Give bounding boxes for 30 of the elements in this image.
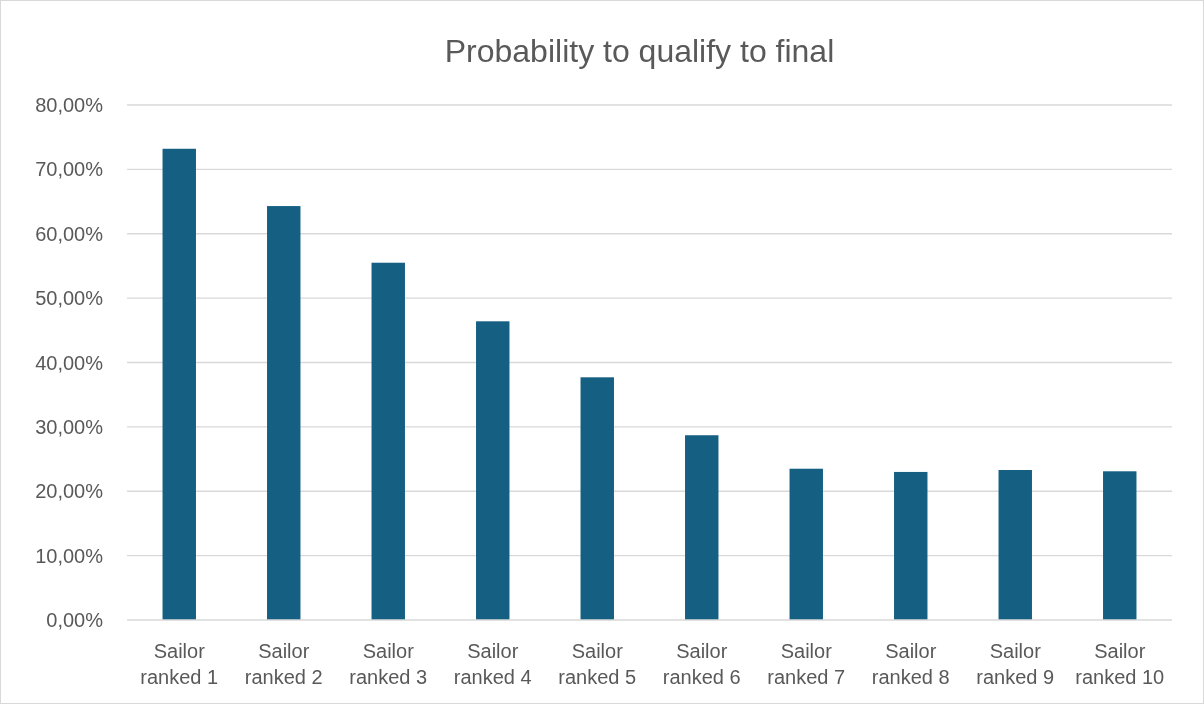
y-tick-label: 50,00% (35, 287, 104, 310)
x-tick-label: Sailor ranked 3 (349, 640, 428, 688)
bar (685, 435, 719, 620)
y-tick-label: 80,00% (35, 94, 104, 116)
y-tick-label: 20,00% (35, 480, 104, 503)
y-tick-label: 30,00% (35, 415, 104, 438)
x-tick-label: Sailor ranked 7 (767, 640, 846, 688)
bar (789, 468, 823, 620)
bar (894, 471, 928, 620)
bar (998, 470, 1032, 620)
chart-title: Probability to qualify to final (444, 33, 835, 69)
y-tick-label: 60,00% (35, 222, 104, 245)
x-tick-label: Sailor ranked 9 (976, 640, 1055, 688)
bar (476, 321, 510, 620)
y-tick-label: 10,00% (35, 544, 104, 567)
bar (162, 148, 196, 620)
y-tick-label: 70,00% (35, 158, 104, 181)
x-tick-label: Sailor ranked 2 (244, 640, 323, 688)
x-tick-label: Sailor ranked 8 (871, 640, 950, 688)
bar (371, 262, 405, 620)
x-tick-label: Sailor ranked 4 (453, 640, 532, 688)
x-tick-label: Sailor ranked 5 (558, 640, 637, 688)
x-tick-label: Sailor ranked 1 (140, 640, 219, 688)
bar (580, 377, 614, 620)
y-tick-label: 0,00% (46, 609, 104, 631)
y-tick-label: 40,00% (35, 351, 104, 374)
x-tick-label: Sailor ranked 6 (662, 640, 741, 688)
bar (1103, 471, 1137, 620)
x-tick-label: Sailor ranked 10 (1075, 640, 1165, 688)
bar (267, 206, 301, 620)
